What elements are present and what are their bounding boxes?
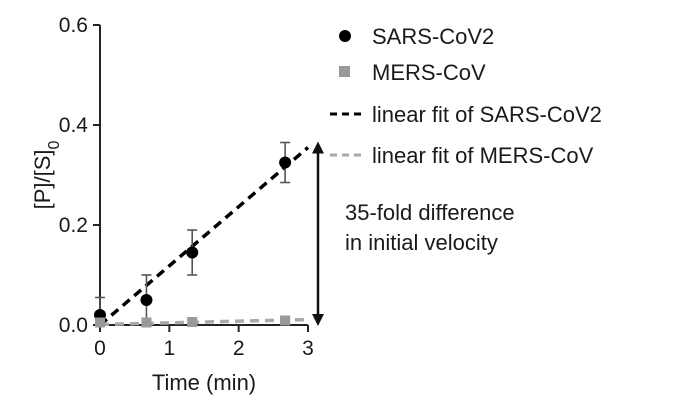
fit-line-mers (99, 317, 309, 327)
data-point-sars (279, 156, 292, 169)
annotation-line-2: in initial velocity (345, 230, 498, 255)
fit-line-sars (98, 146, 310, 327)
annotation-line-1: 35-fold difference (345, 200, 515, 225)
data-point-mers (280, 315, 291, 326)
legend: SARS-CoV2 MERS-CoV linear fit of SARS-Co… (330, 24, 602, 168)
legend-marker-sars (339, 30, 351, 42)
y-axis-label-main: [P]/[S] (30, 149, 55, 209)
data-point-mers (95, 317, 105, 328)
data-point-sars (140, 294, 153, 306)
x-tick-label: 3 (302, 337, 314, 360)
data-point-mers (187, 317, 198, 327)
x-tick-label: 0 (94, 337, 106, 360)
y-tick-label: 0.4 (59, 114, 89, 137)
svg-text:[P]/[S]0: [P]/[S]0 (30, 140, 63, 209)
x-tick-label: 1 (163, 337, 175, 360)
y-axis-label-sub: 0 (46, 140, 63, 149)
legend-label-sars: SARS-CoV2 (372, 24, 494, 49)
y-axis-label: [P]/[S]0 (30, 140, 63, 209)
data-point-sars (186, 246, 199, 259)
data-point-mers (141, 317, 152, 328)
x-axis-label: Time (min) (152, 370, 256, 395)
x-tick-label: 2 (233, 337, 245, 360)
y-tick-label: 0.2 (59, 214, 88, 237)
legend-label-mers-fit: linear fit of MERS-CoV (372, 143, 594, 168)
y-tick-label: 0.6 (59, 14, 88, 37)
legend-label-sars-fit: linear fit of SARS-CoV2 (372, 102, 602, 127)
y-tick-label: 0.0 (59, 314, 88, 337)
legend-marker-mers (339, 66, 350, 77)
legend-label-mers: MERS-CoV (372, 60, 486, 85)
